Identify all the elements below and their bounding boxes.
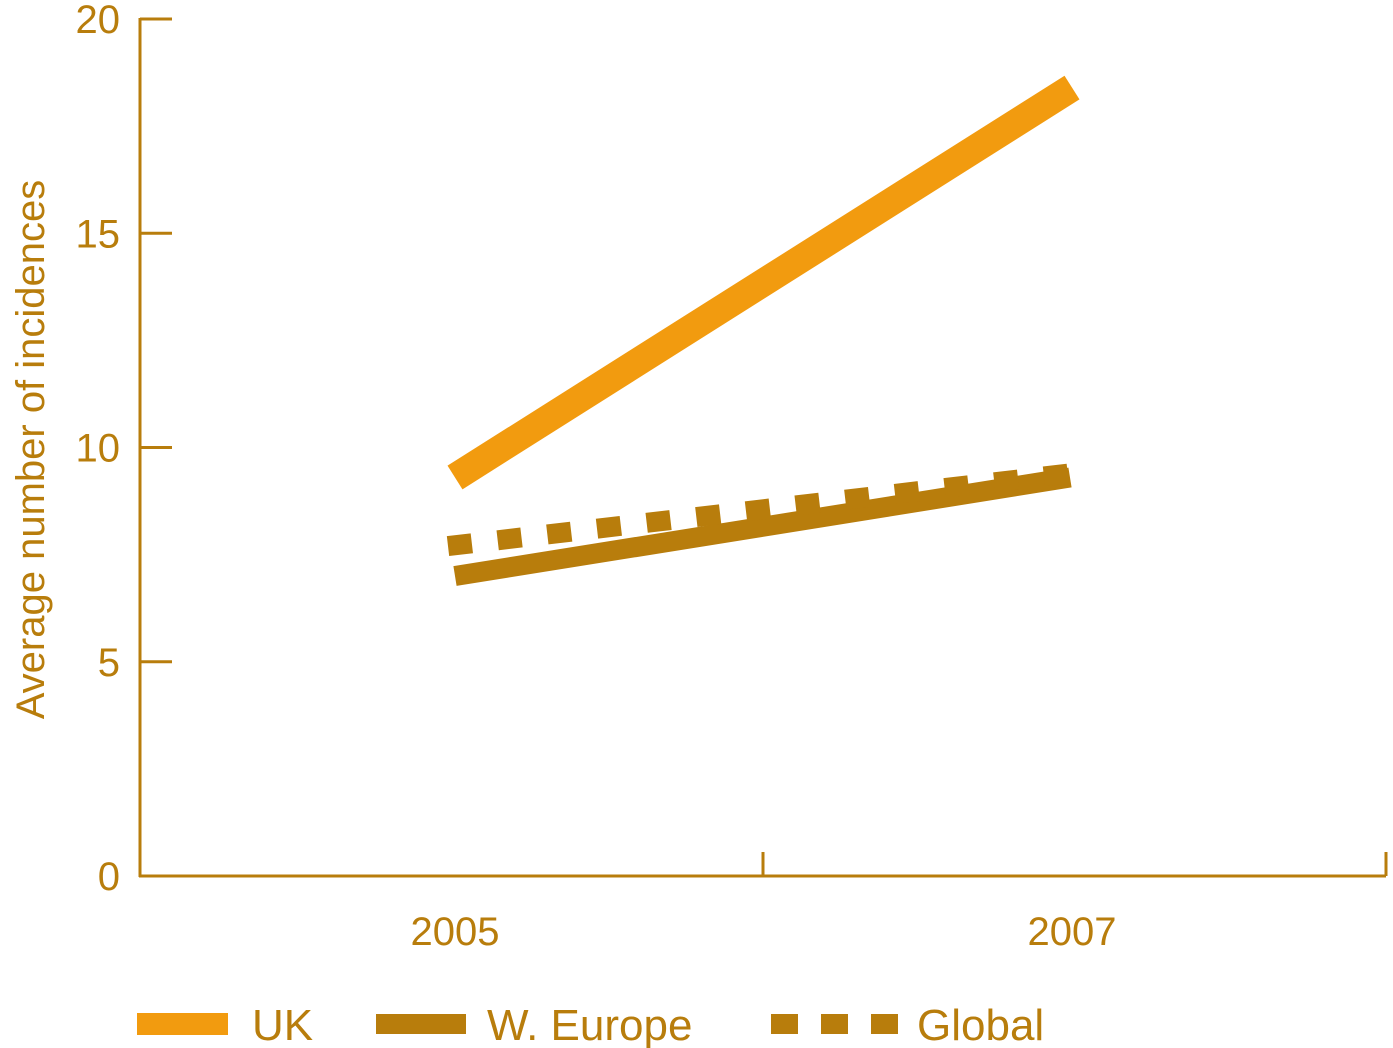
- series-lines: [446, 75, 1080, 586]
- y-axis-ticks: 0 5 10 15 20: [76, 0, 172, 899]
- x-tick-label-2005: 2005: [411, 910, 500, 954]
- y-tick-label-20: 20: [76, 0, 121, 42]
- y-tick-label-10: 10: [76, 427, 121, 471]
- legend-item-uk: UK: [137, 1001, 313, 1048]
- legend-label-uk: UK: [252, 1001, 313, 1048]
- x-axis-ticks: 2005 2007: [411, 852, 1388, 954]
- y-tick-label-0: 0: [98, 855, 120, 899]
- series-line-global: [446, 463, 1074, 556]
- legend-item-w-europe: W. Europe: [376, 1001, 692, 1048]
- y-tick-label-15: 15: [76, 212, 121, 256]
- series-line-uk: [447, 75, 1080, 490]
- legend-item-global: Global: [771, 1001, 1044, 1048]
- legend: UK W. Europe Global: [137, 1001, 1044, 1048]
- legend-label-w-europe: W. Europe: [487, 1001, 692, 1048]
- y-tick-label-5: 5: [98, 641, 120, 685]
- y-axis-title: Average number of incidences: [9, 180, 53, 720]
- legend-label-global: Global: [917, 1001, 1044, 1048]
- x-tick-label-2007: 2007: [1028, 910, 1117, 954]
